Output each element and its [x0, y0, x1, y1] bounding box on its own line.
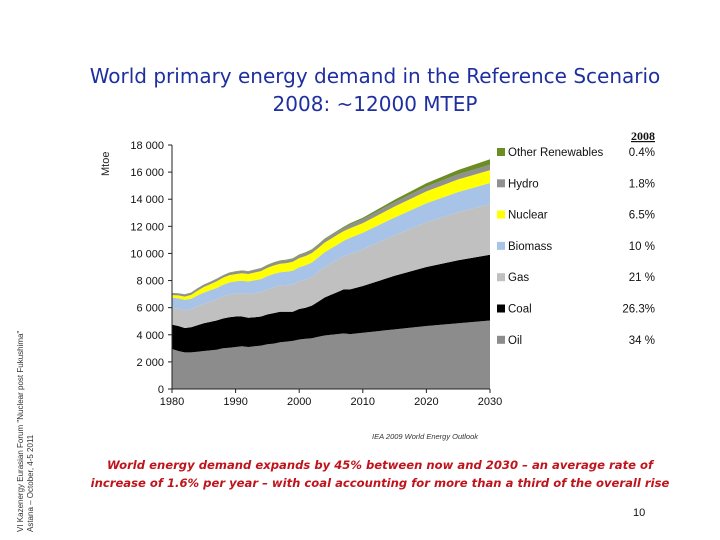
x-tick-label: 1990	[223, 396, 247, 408]
area-nuclear	[172, 170, 490, 300]
area-oil	[172, 320, 490, 389]
legend-share-gas: 21 %	[629, 272, 655, 284]
legend-year-header: 2008	[631, 129, 655, 143]
caption: World energy demand expands by 45% betwe…	[60, 456, 700, 492]
x-tick-label: 2000	[287, 396, 311, 408]
legend-label-biomass: Biomass	[508, 241, 552, 253]
x-tick-label: 2020	[414, 396, 438, 408]
y-tick-label: 10 000	[130, 248, 164, 260]
legend-label-hydro: Hydro	[508, 178, 539, 190]
area-gas	[172, 204, 490, 328]
area-biomass	[172, 183, 490, 311]
legend: 2008 Other Renewables 0.4% Hydro 1.8% Nuclear…	[497, 129, 655, 347]
legend-swatch-other-renewables	[497, 148, 505, 156]
y-tick-label: 4 000	[136, 330, 164, 342]
legend-label-gas: Gas	[508, 272, 529, 284]
y-tick-label: 12 000	[130, 221, 164, 233]
chart-title-line-1: World primary energy demand in the Refer…	[89, 64, 661, 88]
caption-line-2: increase of 1.6% per year – with coal ac…	[90, 476, 670, 490]
stacked-areas	[172, 159, 490, 389]
legend-share-biomass: 10 %	[629, 241, 655, 253]
legend-label-nuclear: Nuclear	[508, 210, 548, 222]
source-note: IEA 2009 World Energy Outlook	[372, 432, 479, 441]
y-tick-label: 6 000	[136, 303, 164, 315]
legend-swatch-hydro	[497, 179, 505, 188]
legend-label-oil: Oil	[508, 335, 522, 347]
legend-swatch-coal	[497, 304, 505, 313]
y-tick-label: 16 000	[130, 167, 164, 179]
legend-share-other-renewables: 0.4%	[629, 147, 655, 159]
y-tick-label: 18 000	[130, 140, 164, 152]
caption-line-1: World energy demand expands by 45% betwe…	[106, 458, 654, 472]
legend-share-hydro: 1.8%	[629, 178, 655, 190]
y-tick-label: 14 000	[130, 194, 164, 206]
chart-title: World primary energy demand in the Refer…	[60, 62, 690, 118]
legend-share-nuclear: 6.5%	[629, 210, 655, 222]
legend-share-oil: 34 %	[629, 335, 655, 347]
y-tick-label: 0	[158, 384, 164, 396]
legend-label-coal: Coal	[508, 304, 532, 316]
x-tick-label: 1980	[160, 396, 184, 408]
legend-swatch-nuclear	[497, 210, 505, 219]
x-tick-label: 2010	[351, 396, 375, 408]
page-number: 10	[633, 507, 646, 519]
chart-title-line-2: 2008: ~12000 MTEP	[272, 92, 478, 116]
area-coal	[172, 254, 490, 353]
area-other-renewables	[172, 159, 490, 295]
y-tick-label: 8 000	[136, 276, 164, 288]
legend-share-coal: 26.3%	[622, 304, 655, 316]
legend-label-other-renewables: Other Renewables	[508, 147, 603, 159]
axes: 0 2 000 4 000 6 000 8 000 10 000 12 000 14 000 1…	[130, 140, 502, 408]
legend-swatch-gas	[497, 273, 505, 282]
legend-swatch-biomass	[497, 241, 505, 250]
y-tick-label: 2 000	[136, 357, 164, 369]
x-tick-label: 2030	[478, 396, 502, 408]
area-hydro	[172, 164, 490, 297]
legend-swatch-oil	[497, 335, 505, 344]
